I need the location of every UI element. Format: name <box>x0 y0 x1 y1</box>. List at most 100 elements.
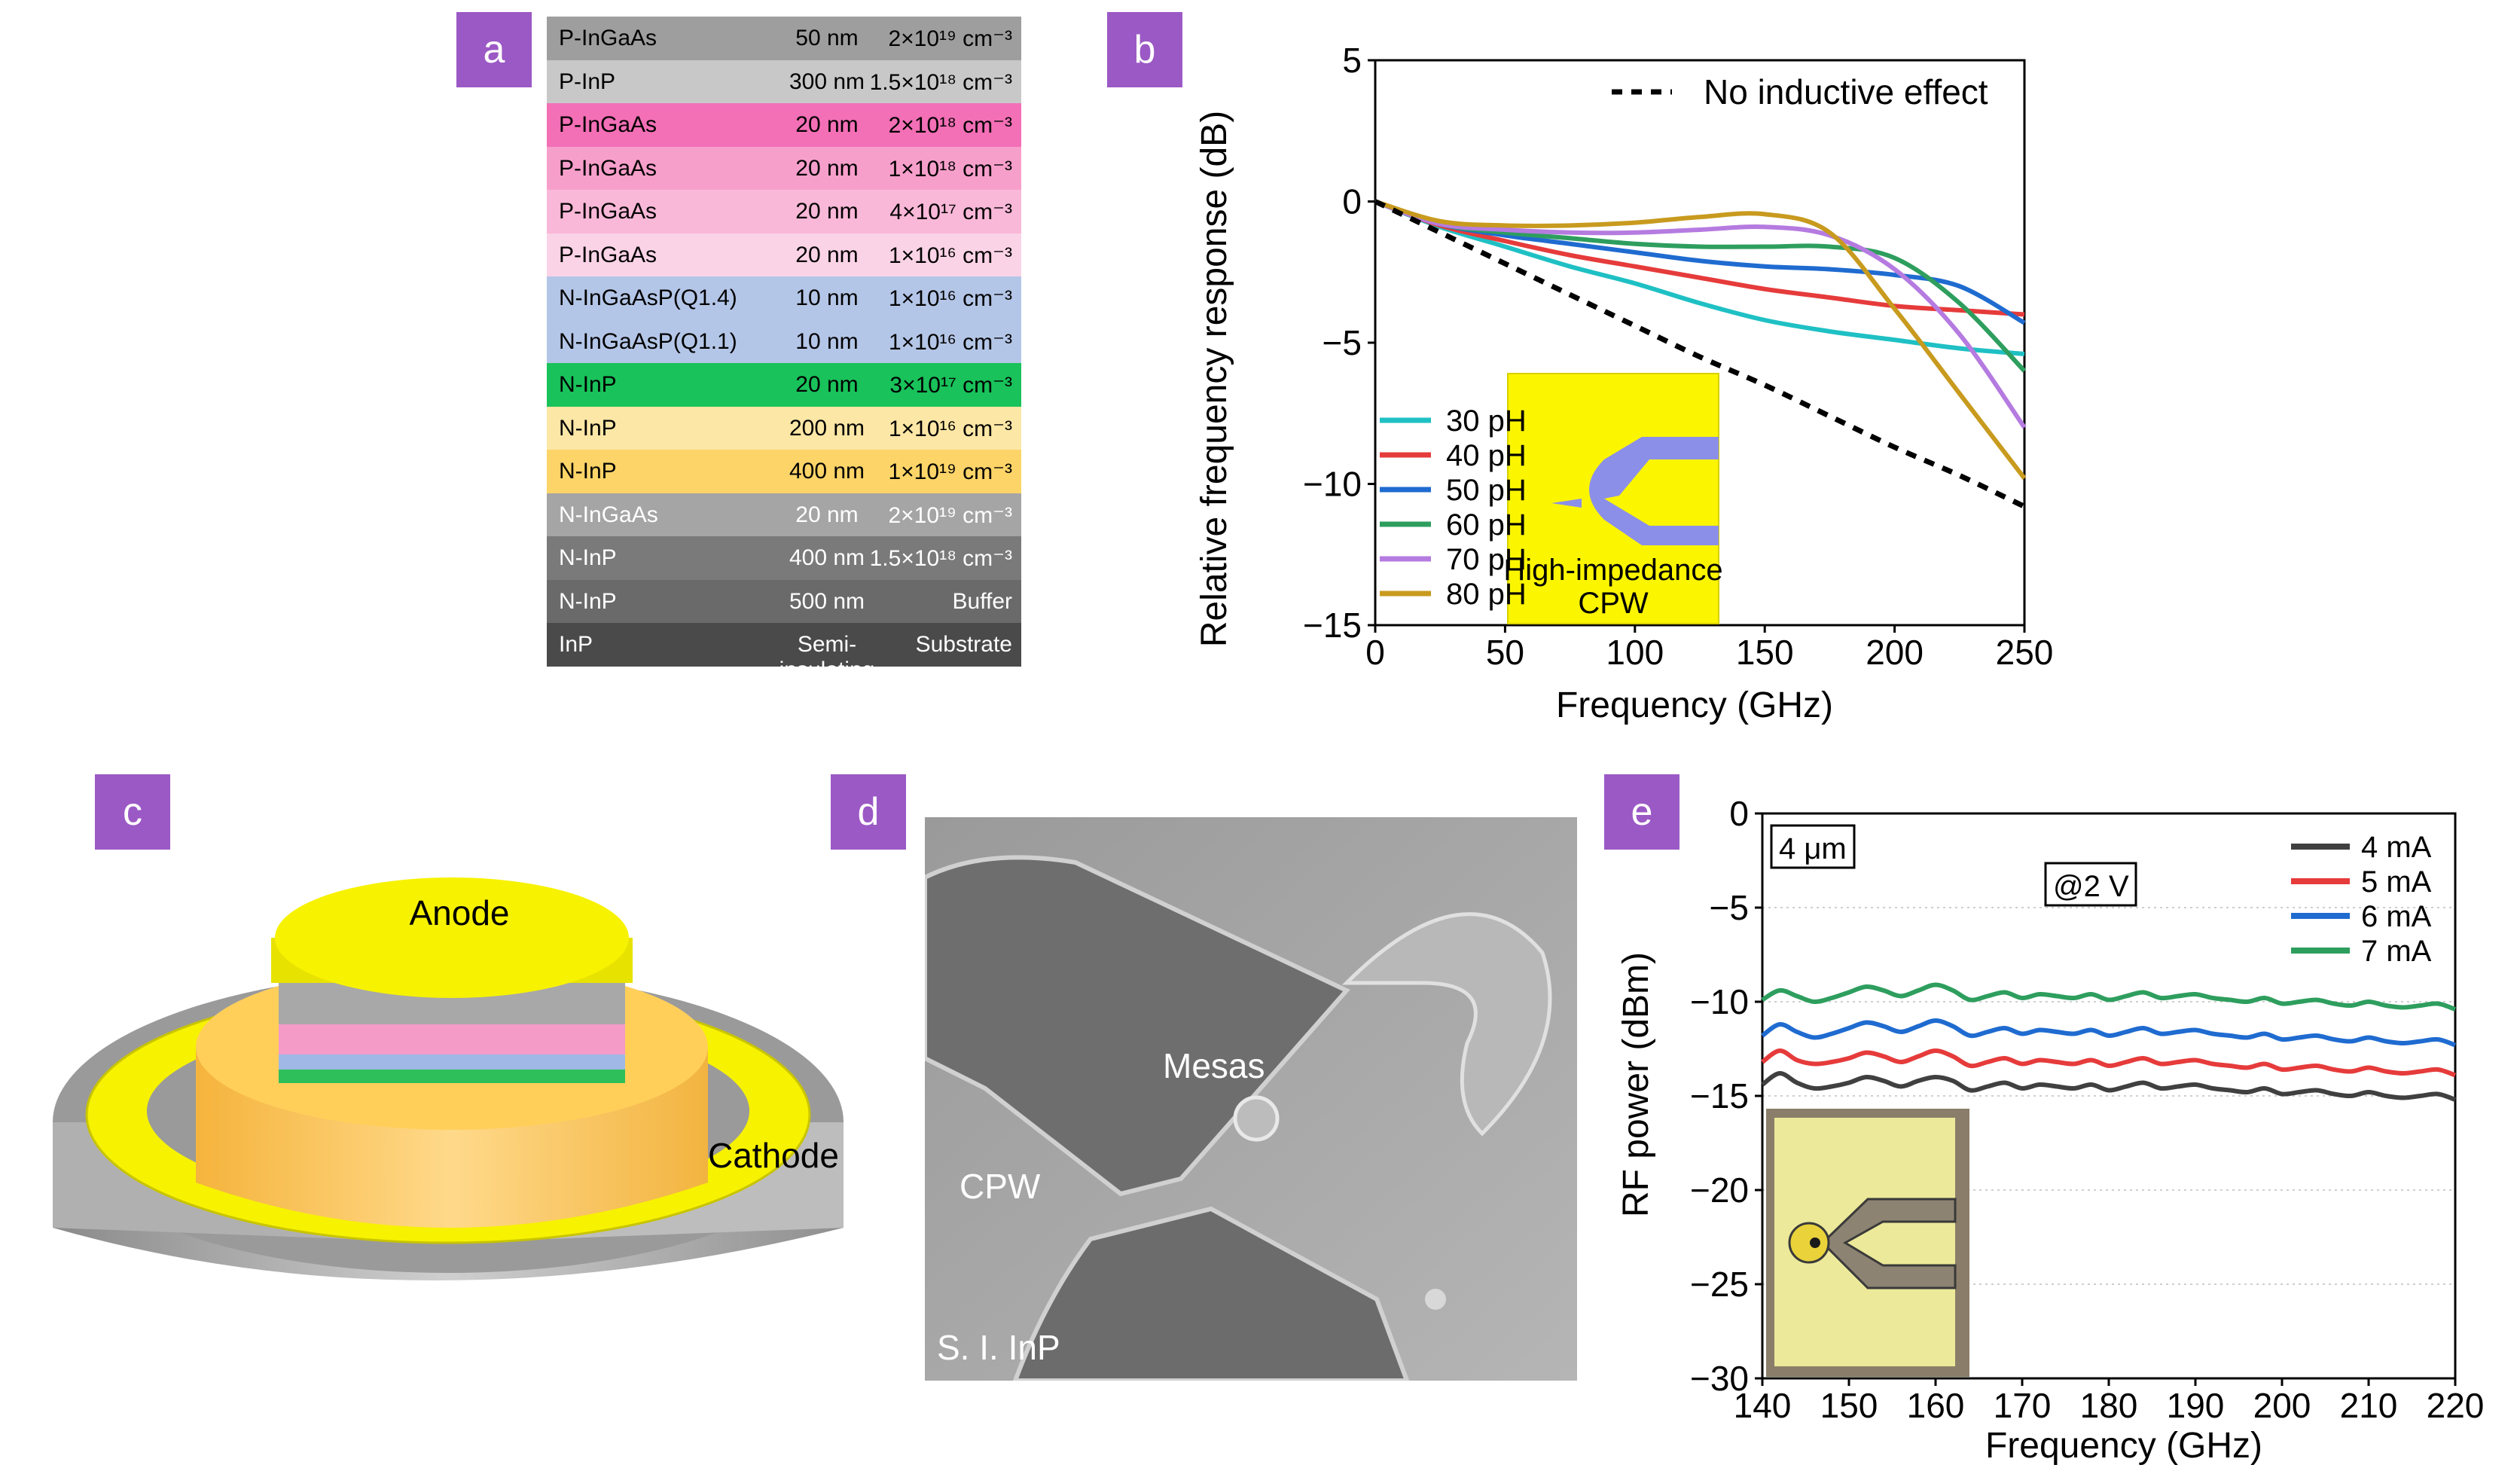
layer-doping: 2×10¹⁹ cm⁻³ <box>888 502 1012 528</box>
inset-cpw-electrode <box>1589 437 1719 545</box>
y-tick-label: −20 <box>1690 1170 1749 1210</box>
inset-cpw-image <box>1507 373 1719 624</box>
y-tick-label: −5 <box>1323 323 1362 362</box>
layer-row: N-InP 200 nm 1×10¹⁶ cm⁻³ <box>547 406 1021 450</box>
layer-doping: 4×10¹⁷ cm⁻³ <box>889 200 1012 224</box>
panel-label-b: b <box>1107 12 1182 87</box>
legend-entry: 7 mA <box>2361 935 2432 968</box>
layer-doping: 1×10¹⁶ cm⁻³ <box>888 416 1012 441</box>
cathode-label: Cathode <box>708 1136 839 1175</box>
chart-e-ylabel: RF power (dBm) <box>1616 952 1656 1217</box>
series-line <box>1761 1048 2457 1078</box>
layer-row: N-InGaAsP(Q1.1) 10 nm 1×10¹⁶ cm⁻³ <box>547 319 1021 363</box>
mesas-label: Mesas <box>1163 1046 1265 1085</box>
layer-material: N-InP <box>559 459 617 484</box>
layer-material: N-InP <box>559 588 617 614</box>
layer-thickness: 400 nm <box>789 545 865 570</box>
series-line <box>1761 1071 2457 1102</box>
inset-cpw-tip <box>1551 499 1582 508</box>
layer-thickness: 20 nm <box>795 372 859 397</box>
y-tick-label: −30 <box>1690 1359 1749 1398</box>
plot-frame <box>1374 59 2026 627</box>
layer-doping: 1×10¹⁶ cm⁻³ <box>888 329 1012 355</box>
cpw-label: CPW <box>959 1167 1041 1206</box>
layer-doping: 1.5×10¹⁸ cm⁻³ <box>869 546 1012 571</box>
chart-b-xlabel: Frequency (GHz) <box>1556 685 1833 725</box>
x-tick-label: 180 <box>2080 1386 2138 1425</box>
layer-material: N-InP <box>559 372 617 397</box>
legend-entry: 6 mA <box>2361 900 2432 933</box>
layer-row: InP Semi-insulating Substrate <box>547 623 1021 682</box>
panel-label-d: d <box>831 774 906 850</box>
layer-material: P-InP <box>559 69 616 94</box>
layer-doping: 1×10¹⁶ cm⁻³ <box>888 286 1012 311</box>
layer-row: N-InP 500 nm Buffer <box>547 579 1021 623</box>
layer-doping: Buffer <box>952 588 1013 614</box>
layer-row: N-InP 400 nm 1×10¹⁹ cm⁻³ <box>547 450 1021 493</box>
layer-row: P-InP 300 nm 1.5×10¹⁸ cm⁻³ <box>547 60 1021 103</box>
legend-entry: 50 pH <box>1446 474 1527 507</box>
series-line <box>1761 982 2457 1012</box>
layer-row: N-InP 400 nm 1.5×10¹⁸ cm⁻³ <box>547 536 1021 580</box>
layer-material: N-InGaAsP(Q1.4) <box>559 285 737 310</box>
layer-doping: Substrate <box>915 632 1012 657</box>
layer-thickness: 400 nm <box>789 459 865 484</box>
legend-entry: 4 mA <box>2361 831 2432 864</box>
legend-entry: 40 pH <box>1446 439 1527 472</box>
series-line <box>1374 199 2026 509</box>
legend-entry: 70 pH <box>1446 543 1527 576</box>
layer-material: P-InGaAs <box>559 155 657 181</box>
layer-row: P-InGaAs 20 nm 2×10¹⁸ cm⁻³ <box>547 103 1021 147</box>
anode-top <box>275 877 629 998</box>
annotation-width: 4 μm <box>1779 832 1847 865</box>
layer-material: N-InGaAs <box>559 502 658 527</box>
layer-stack-table: P-InGaAs 50 nm 2×10¹⁹ cm⁻³ P-InP 300 nm 1.5×1… <box>547 17 1021 682</box>
panel-label-a: a <box>456 12 532 87</box>
y-tick-label: −10 <box>1303 465 1362 504</box>
mesa <box>1233 1095 1280 1142</box>
layer-material: P-InGaAs <box>559 242 657 267</box>
series-line <box>1374 199 2025 356</box>
sem-image: Mesas CPW S. I. InP <box>925 817 1577 1381</box>
layer-thickness: 500 nm <box>789 588 865 614</box>
layer-row: N-InP 20 nm 3×10¹⁷ cm⁻³ <box>547 363 1021 407</box>
layer-row: N-InGaAsP(Q1.4) 10 nm 1×10¹⁶ cm⁻³ <box>547 276 1021 320</box>
x-tick-label: 160 <box>1907 1386 1965 1425</box>
substrate-label: S. I. InP <box>937 1328 1060 1367</box>
x-tick-label: 100 <box>1606 633 1664 672</box>
layer-doping: 2×10¹⁹ cm⁻³ <box>888 26 1012 51</box>
layer-thickness: 20 nm <box>795 242 859 267</box>
inset-label: High-impedance <box>1503 554 1722 587</box>
layer-material: P-InGaAs <box>559 26 657 50</box>
chart-e-xlabel: Frequency (GHz) <box>1985 1426 2262 1466</box>
y-tick-label: 0 <box>1729 798 1749 833</box>
y-tick-label: −25 <box>1690 1265 1749 1304</box>
series-line <box>1374 199 2027 480</box>
series-line <box>1761 1018 2457 1048</box>
layer-thickness: 20 nm <box>795 502 859 527</box>
x-tick-label: 250 <box>1996 633 2054 672</box>
inset-label: CPW <box>1578 587 1649 620</box>
anode-label: Anode <box>409 893 509 932</box>
layer-material: P-InGaAs <box>559 199 657 224</box>
inset-device <box>1788 1222 1830 1264</box>
legend-entry: 80 pH <box>1446 578 1527 611</box>
legend-entry: 5 mA <box>2361 865 2432 899</box>
layer-doping: 1.5×10¹⁸ cm⁻³ <box>869 69 1012 95</box>
layer-thickness: 20 nm <box>795 112 859 137</box>
x-tick-label: 170 <box>1994 1386 2052 1425</box>
layer-material: InP <box>559 632 593 657</box>
annotation-box <box>2044 862 2137 907</box>
layer-doping: 2×10¹⁸ cm⁻³ <box>888 113 1012 138</box>
cpw-pad-bottom <box>1012 1206 1410 1381</box>
layer-row: P-InGaAs 20 nm 1×10¹⁸ cm⁻³ <box>547 146 1021 190</box>
series-line <box>1374 199 2025 317</box>
series-line <box>1374 199 2027 429</box>
annotation-box <box>1770 824 1856 869</box>
layer-material: N-InP <box>559 415 617 441</box>
layer-thickness: 10 nm <box>795 328 859 354</box>
layer-material: N-InP <box>559 545 617 570</box>
layer-row: P-InGaAs 20 nm 4×10¹⁷ cm⁻³ <box>547 190 1021 233</box>
layer-thickness: 200 nm <box>789 415 865 441</box>
